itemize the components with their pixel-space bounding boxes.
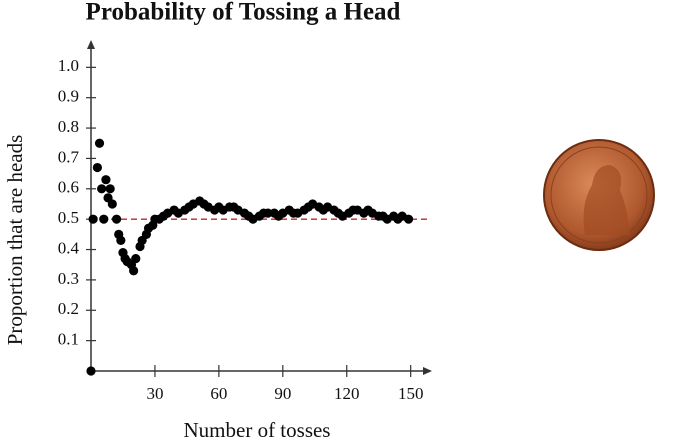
point <box>107 199 117 209</box>
point <box>403 214 414 224</box>
point <box>88 214 98 224</box>
point <box>92 162 102 173</box>
y-tick-label: 0.9 <box>58 87 79 106</box>
point <box>131 254 141 264</box>
point <box>94 138 105 148</box>
y-tick-label: 0.1 <box>58 330 79 349</box>
y-tick-label: 0.7 <box>58 147 80 166</box>
y-tick-label: 0.2 <box>58 299 79 318</box>
y-axis-arrow <box>87 40 95 49</box>
point <box>129 266 139 276</box>
x-axis-label: Number of tosses <box>184 418 331 442</box>
x-tick-label: 30 <box>146 384 163 403</box>
y-axis-label: Proportion that are heads <box>3 135 27 346</box>
point <box>105 184 115 194</box>
chart-title: Probability of Tossing a Head <box>86 0 401 26</box>
point <box>111 214 122 224</box>
point <box>97 184 107 194</box>
y-tick-label: 0.8 <box>58 117 79 136</box>
penny <box>543 139 655 251</box>
point <box>263 208 273 218</box>
x-tick-label: 120 <box>334 384 360 403</box>
y-tick-label: 0.6 <box>58 178 79 197</box>
x-tick-label: 150 <box>398 384 424 403</box>
y-tick-label: 0.4 <box>58 238 80 257</box>
x-axis-arrow <box>423 367 432 375</box>
y-tick-label: 0.5 <box>58 208 79 227</box>
x-tick-label: 60 <box>210 384 227 403</box>
x-tick-label: 90 <box>274 384 291 403</box>
y-tick-label: 1.0 <box>58 56 79 75</box>
point <box>116 235 126 246</box>
point <box>86 366 96 376</box>
point <box>99 214 109 224</box>
y-tick-label: 0.3 <box>58 269 79 288</box>
point <box>101 175 111 185</box>
